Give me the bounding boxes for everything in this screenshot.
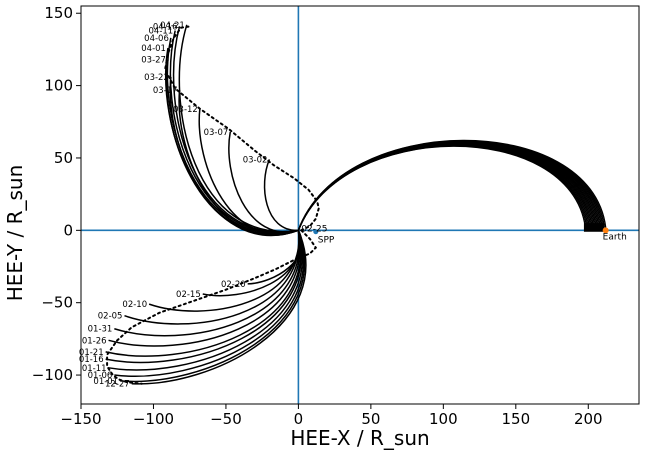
y-axis-label: HEE-Y / R_sun [3,165,27,302]
earth-field-line [297,140,604,231]
field-line-lower-01-31 [114,230,301,337]
x-tick-label: −50 [210,410,242,428]
plot-frame [80,5,640,405]
y-tick-label: −50 [41,294,73,312]
x-tick-label: −150 [60,410,101,428]
date-label-upper: 04-06 [144,34,169,44]
field-line-lower-02-15 [202,230,301,297]
date-label-lower: 01-01 [93,377,118,387]
x-tick-label: 50 [361,410,380,428]
field-line-upper-04-01 [165,47,299,235]
date-label-upper: 03-22 [144,73,169,83]
field-line-upper-04-06 [166,37,299,234]
earth-field-line [297,142,596,231]
date-label-upper: 03-27 [141,56,166,66]
x-tick-label: 150 [501,410,530,428]
date-label-upper: 03-17 [153,86,178,96]
spp-label: SPP [318,235,335,245]
y-tick-label: −100 [32,366,73,384]
x-axis-label: HEE-X / R_sun [290,426,429,450]
date-label-upper: 04-11 [149,27,174,37]
earth-label: Earth [603,232,627,242]
field-line-lower-01-01 [120,230,306,383]
field-line-lower-01-11 [108,230,304,371]
field-line-lower-01-21 [105,230,302,357]
y-tick-label: 0 [63,221,73,239]
field-line-lower-01-16 [105,230,302,364]
earth-field-line [297,141,603,231]
field-line-lower-01-06 [114,230,305,377]
x-tick-label: 100 [429,410,458,428]
date-label-lower: 12-27 [105,380,130,390]
date-label-lower: 01-31 [88,325,113,335]
date-label-lower: 01-11 [82,364,107,374]
x-tick-label: −100 [133,410,174,428]
earth-field-line [297,142,597,231]
earth-field-line [297,139,607,231]
field-line-upper-04-11 [169,30,299,234]
date-label-lower: 02-10 [122,300,147,310]
earth-field-line [297,141,600,231]
field-line-upper-04-16 [172,26,299,233]
earth-track-block [583,223,605,232]
spp-trajectory-upper [164,25,320,232]
field-line-lower-12-27 [131,230,307,385]
field-line-upper-03-07 [228,131,299,233]
spp-trajectory-lower [106,229,318,385]
date-label-upper: 04-01 [141,44,166,54]
date-label-lower: 01-21 [79,348,104,358]
field-line-upper-03-02 [263,159,299,232]
date-label-lower: 02-15 [176,290,201,300]
y-tick-label: 50 [54,149,73,167]
y-tick-label: 150 [44,4,73,22]
plot-content [81,6,639,404]
field-line-upper-04-21 [178,24,299,233]
date-label-lower: 01-06 [88,371,113,381]
date-label-lower: 02-05 [98,312,123,322]
date-label-upper: 03-02 [243,155,268,165]
center-date-label: 02-25 [301,224,327,234]
x-tick-label: 200 [574,410,603,428]
date-label-upper: 04-21 [160,21,185,31]
date-label-upper: 03-07 [204,128,229,138]
field-line-lower-01-26 [108,230,301,347]
earth-field-line [297,141,601,231]
field-line-lower-02-20 [247,229,303,285]
date-label-lower: 01-16 [79,355,104,365]
date-label-upper: 04-16 [153,22,178,32]
plot-area: 03-02 03-07 03-12 03-17 03-22 03-27 04-0104-06… [79,6,639,404]
date-label-upper: 03-12 [173,105,198,115]
earth-field-line [297,142,599,231]
date-label-lower: 02-20 [221,280,246,290]
earth-field-line [297,140,606,231]
axes: −150 −100 −50 0 50 100 150 200 −100 −50 0 50 100 150 [32,4,640,428]
spp-marker [313,229,319,235]
earth-marker [602,227,609,234]
x-tick-label: 0 [294,410,304,428]
y-tick-label: 100 [44,77,73,95]
date-label-lower: 01-26 [82,336,107,346]
